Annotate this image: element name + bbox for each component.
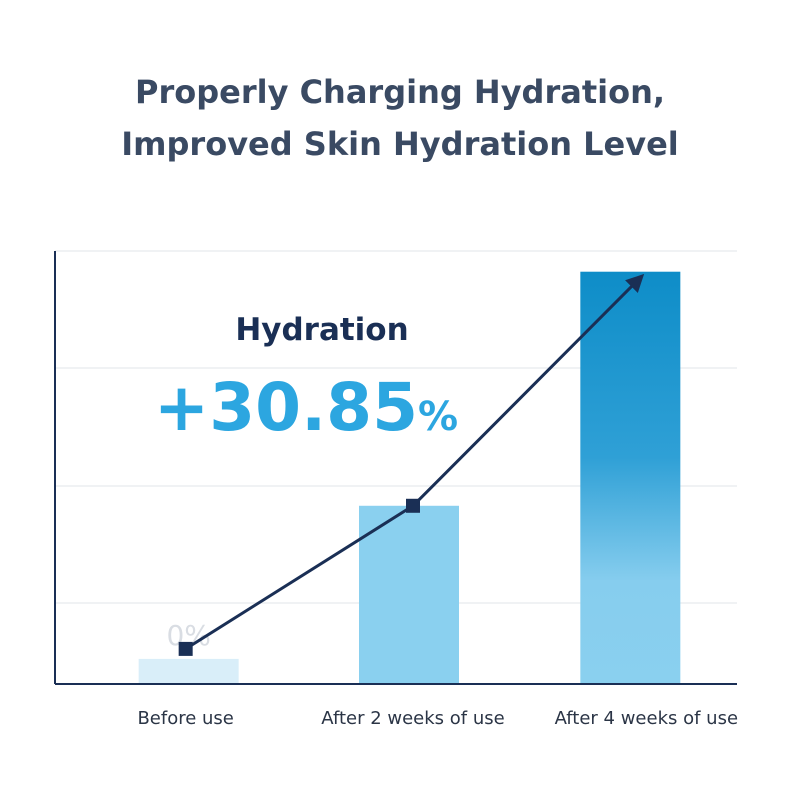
- bar-3: [580, 271, 681, 684]
- chart-title: Properly Charging Hydration, Improved Sk…: [0, 66, 800, 170]
- trend-point-1: [178, 641, 193, 656]
- chart-title-line-2: Improved Skin Hydration Level: [121, 125, 679, 163]
- x-tick-label-1: Before use: [137, 708, 233, 729]
- axes: [54, 251, 737, 685]
- bar-1: [138, 658, 239, 684]
- metric-value: +30.85: [154, 369, 418, 446]
- x-tick-label-2: After 2 weeks of use: [321, 708, 504, 729]
- bar-2: [359, 505, 459, 684]
- x-tick-labels: Before use After 2 weeks of use After 4 we…: [137, 708, 738, 729]
- trend-line: [178, 273, 645, 656]
- x-tick-label-3: After 4 weeks of use: [555, 708, 738, 729]
- bars: [138, 271, 681, 684]
- trend-point-2: [406, 498, 420, 513]
- metric-label: Hydration: [235, 312, 408, 348]
- metric-unit: %: [418, 394, 458, 440]
- metric-value-text: +30.85%: [154, 369, 458, 446]
- chart-title-line-1: Properly Charging Hydration,: [134, 73, 666, 111]
